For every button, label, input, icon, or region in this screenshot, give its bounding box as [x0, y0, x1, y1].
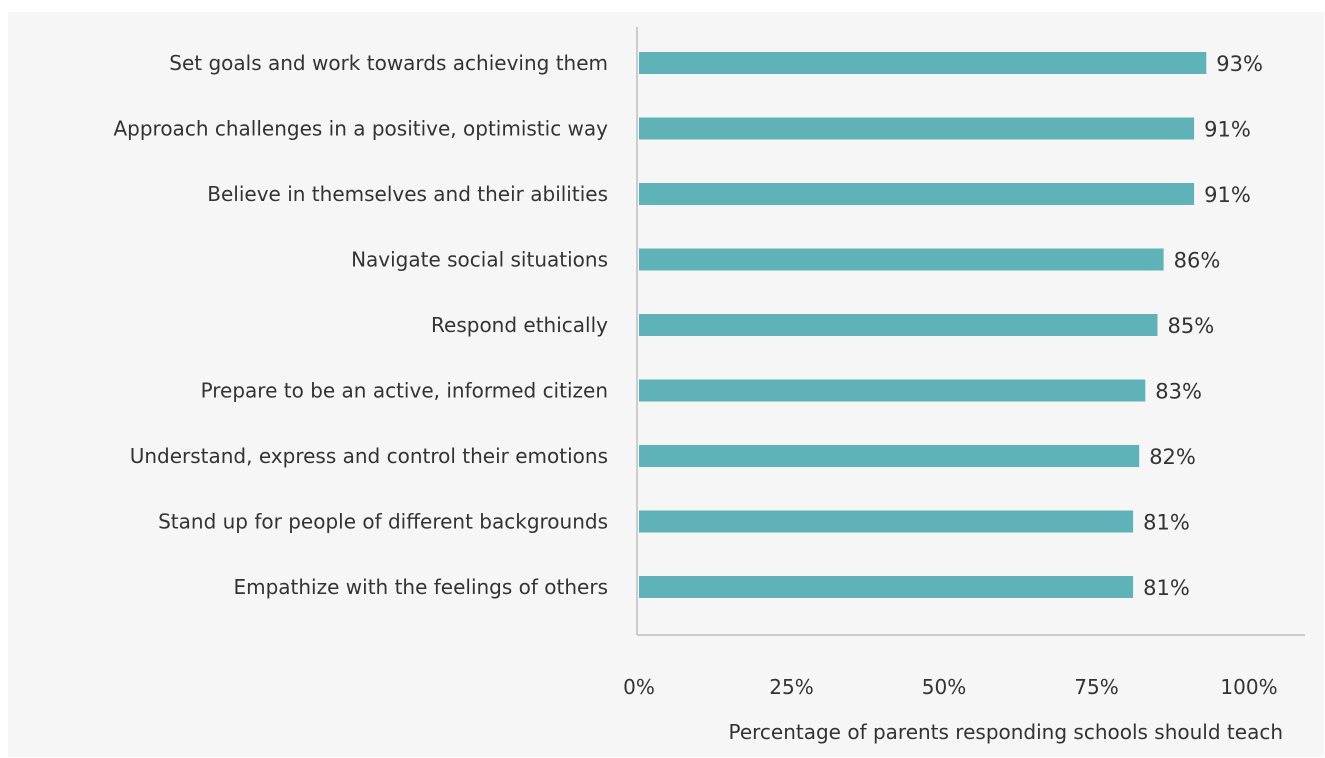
data-label: 81% [1143, 576, 1190, 600]
bar [639, 183, 1195, 205]
x-tick-label: 75% [1074, 675, 1118, 699]
bar [639, 314, 1158, 336]
data-labels: 93% 91% 91% 86% 85% 83% 82% 81% 81% [1143, 52, 1263, 600]
data-label: 85% [1168, 314, 1215, 338]
data-label: 81% [1143, 511, 1190, 535]
category-label: Approach challenges in a positive, optim… [113, 117, 608, 141]
bar [639, 117, 1195, 140]
x-axis-title: Percentage of parents responding schools… [728, 720, 1283, 744]
data-label: 83% [1155, 380, 1202, 404]
bar-chart: Set goals and work towards achieving the… [113, 27, 1305, 744]
bar [639, 445, 1140, 467]
category-labels: Set goals and work towards achieving the… [113, 51, 608, 599]
data-label: 93% [1216, 52, 1263, 76]
x-tick-label: 100% [1220, 675, 1277, 699]
data-label: 82% [1149, 445, 1196, 469]
bars-group [639, 52, 1207, 598]
category-label: Respond ethically [431, 313, 608, 337]
data-label: 91% [1204, 118, 1251, 142]
category-label: Understand, express and control their em… [130, 444, 608, 468]
category-label: Empathize with the feelings of others [233, 575, 608, 599]
data-label: 91% [1204, 183, 1251, 207]
x-tick-label: 50% [922, 675, 966, 699]
category-label: Prepare to be an active, informed citize… [201, 379, 608, 403]
data-label: 86% [1174, 249, 1221, 273]
x-tick-label: 0% [623, 675, 655, 699]
bar [639, 576, 1134, 598]
x-tick-label: 25% [769, 675, 813, 699]
category-label: Believe in themselves and their abilitie… [207, 182, 608, 206]
chart-panel: Set goals and work towards achieving the… [8, 12, 1324, 757]
category-label: Navigate social situations [351, 248, 608, 272]
category-label: Set goals and work towards achieving the… [169, 51, 608, 75]
bar [639, 52, 1207, 74]
bar [639, 379, 1146, 402]
category-label: Stand up for people of different backgro… [158, 510, 608, 534]
x-tick-labels: 0% 25% 50% 75% 100% [623, 675, 1277, 699]
bar [639, 248, 1164, 271]
bar [639, 510, 1134, 533]
